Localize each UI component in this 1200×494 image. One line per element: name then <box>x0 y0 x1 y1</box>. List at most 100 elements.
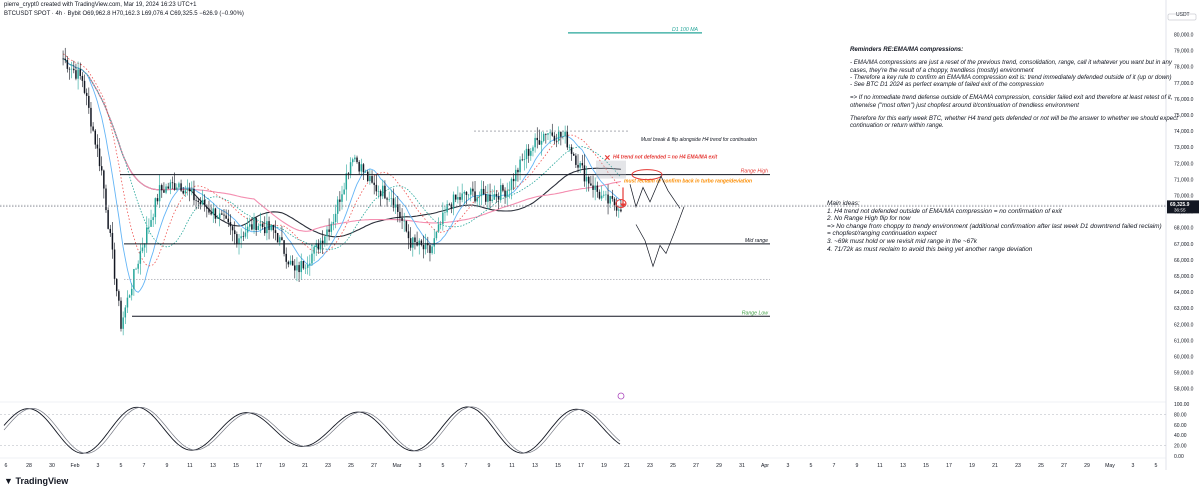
oscillator-k-line <box>3 406 621 454</box>
candle-body <box>309 263 311 265</box>
oscillator-d-line <box>3 406 621 454</box>
main-idea-5: 4. 71/72k as must reclaim to avoid this … <box>827 245 1033 253</box>
event-marker-icon <box>617 392 625 400</box>
candle-body <box>467 194 470 196</box>
tradingview-logo-icon: ▼ <box>4 476 13 486</box>
candle-body <box>218 213 221 219</box>
oscillator-tick-label: 20.00 <box>1174 444 1187 450</box>
candle-body <box>431 246 433 254</box>
reminders-line-5: Therefore for this early week BTC, wheth… <box>850 115 1178 130</box>
candle-body <box>313 247 315 254</box>
candle-body <box>497 196 500 200</box>
candle-body <box>221 213 223 215</box>
candle-body <box>167 186 169 189</box>
reminders-title: Reminders RE:EMA/MA compressions: <box>850 46 964 53</box>
candle-body <box>193 188 195 201</box>
main-idea-2: 2. No Range High flip for now <box>827 215 911 223</box>
candle-body <box>326 229 328 237</box>
candle-body <box>360 164 363 172</box>
candle-body <box>111 232 114 250</box>
time-tick-label: 13 <box>210 463 216 469</box>
candle-body <box>212 208 215 215</box>
time-tick-label: 19 <box>279 463 285 469</box>
candle-body <box>98 148 101 167</box>
candle-body <box>452 194 455 209</box>
candle-body <box>180 183 182 191</box>
time-tick-label: 5 <box>1155 463 1158 469</box>
time-tick-label: 6 <box>5 463 8 469</box>
oscillator-tick-label: 40.00 <box>1174 433 1187 439</box>
candle-countdown: 36:55 <box>1174 207 1186 212</box>
candle-body <box>433 238 436 247</box>
candle-body <box>560 131 562 137</box>
time-tick-label: 7 <box>833 463 836 469</box>
candle-body <box>422 244 425 250</box>
candle-body <box>334 213 337 222</box>
candle-body <box>349 162 352 174</box>
candle-body <box>542 133 545 141</box>
candle-body <box>362 164 365 173</box>
candle-body <box>283 240 285 254</box>
candle-body <box>68 68 71 70</box>
candle-body <box>85 92 88 96</box>
candle-body <box>392 198 395 208</box>
candle-body <box>133 268 135 289</box>
candle-body <box>414 237 416 243</box>
candle-body <box>154 198 157 218</box>
candle-body <box>321 240 324 244</box>
candle-body <box>442 212 444 225</box>
time-tick-label: 3 <box>419 463 422 469</box>
candle-body <box>332 221 335 224</box>
main-ideas-title: Main ideas: <box>827 200 860 207</box>
time-tick-label: 21 <box>992 463 998 469</box>
candle-body <box>418 240 420 246</box>
candle-body <box>354 157 356 160</box>
candle-body <box>81 75 84 81</box>
candle-body <box>107 210 109 229</box>
candle-body <box>592 185 594 190</box>
candle-body <box>206 206 208 209</box>
reminders-line-4: => If no immediate trend defense outside… <box>850 94 1173 109</box>
candle-body <box>66 60 69 69</box>
candle-body <box>545 133 547 135</box>
time-tick-label: 13 <box>900 463 906 469</box>
candle-body <box>75 70 77 79</box>
time-tick-label: Feb <box>71 463 80 469</box>
candle-body <box>611 196 614 199</box>
candle-body <box>581 163 584 166</box>
candle-body <box>161 185 163 191</box>
time-tick-label: 13 <box>532 463 538 469</box>
last-price-tag <box>1167 200 1199 214</box>
candle-body <box>304 267 307 269</box>
candle-body <box>146 227 148 244</box>
time-tick-label: Mar <box>393 463 402 469</box>
time-tick-label: 25 <box>670 463 676 469</box>
candle-body <box>103 170 105 189</box>
candle-body <box>618 209 620 211</box>
main-idea-1: 1. H4 trend not defended outside of EMA/… <box>827 207 1062 215</box>
candle-body <box>369 176 371 182</box>
range-high-circle <box>631 169 663 181</box>
candle-body <box>493 194 496 200</box>
candle-body <box>195 200 197 201</box>
candle-body <box>386 198 388 200</box>
candle-body <box>240 236 242 239</box>
price-tick-label: 59,000.0 <box>1174 371 1194 377</box>
candle-body <box>246 226 249 233</box>
candle-body <box>439 224 442 225</box>
candle-body <box>600 195 603 199</box>
candle-body <box>345 173 348 190</box>
candle-body <box>62 58 64 60</box>
candle-body <box>223 214 225 216</box>
candle-body <box>229 222 232 227</box>
time-tick-label: 25 <box>1038 463 1044 469</box>
candle-body <box>88 95 90 108</box>
candle-body <box>448 204 451 205</box>
candle-body <box>79 69 81 76</box>
candle-body <box>525 148 528 160</box>
candle-body <box>244 232 247 237</box>
candle-body <box>64 58 66 61</box>
price-tick-label: 62,000.0 <box>1174 322 1194 328</box>
d1-100ma-label: D1 100 MA <box>672 27 698 33</box>
